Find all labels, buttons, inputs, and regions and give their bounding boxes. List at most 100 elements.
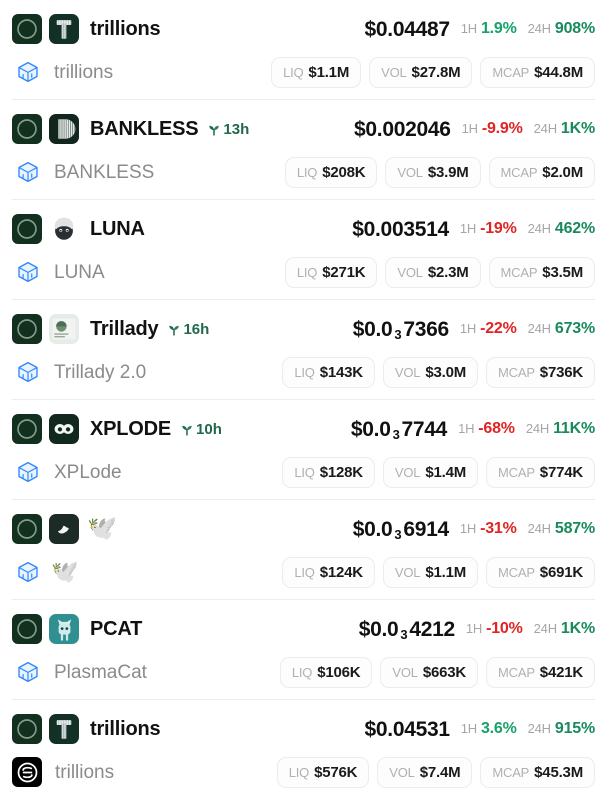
liquidity-value: $208K [322, 163, 366, 181]
sonic-explorer-icon[interactable] [12, 757, 42, 787]
liquidity-pill[interactable]: LIQ $128K [282, 456, 375, 488]
price-zero-exponent: 3 [400, 626, 408, 642]
metric-pill-group: LIQ $1.1M VOL $27.8M MCAP $44.8M [271, 56, 595, 88]
blue-cube-explorer-icon[interactable] [15, 59, 41, 85]
price-value: $0.003514 [352, 217, 449, 241]
volume-pill[interactable]: VOL $1.4M [382, 456, 479, 488]
change-1h: 1H -22% [460, 321, 517, 337]
change-1h: 1H -10% [466, 621, 523, 637]
marketcap-pill[interactable]: MCAP $774K [486, 456, 595, 488]
pcat-token-icon[interactable] [49, 614, 79, 644]
volume-pill[interactable]: VOL $663K [380, 656, 479, 688]
volume-pill[interactable]: VOL $7.4M [377, 756, 473, 788]
bankless-token-icon[interactable] [49, 114, 79, 144]
blue-cube-explorer-icon[interactable] [15, 259, 41, 285]
token-age-label: 16h [183, 320, 210, 338]
liquidity-label: LIQ [283, 64, 304, 80]
change-24h: 24H 908% [528, 21, 596, 37]
blue-cube-explorer-icon[interactable] [15, 659, 41, 685]
ethereum-chain-icon[interactable] [12, 414, 42, 444]
token-symbol: trillions [55, 761, 115, 783]
token-row[interactable]: PCAT $0.0 3 4212 1H -10% 24H 1K% PlasmaCat… [0, 600, 607, 700]
marketcap-label: MCAP [498, 664, 535, 680]
token-row-secondary: PlasmaCat LIQ $106K VOL $663K MCAP $421K [12, 651, 595, 693]
liquidity-pill[interactable]: LIQ $208K [284, 156, 378, 188]
marketcap-label: MCAP [498, 564, 535, 580]
marketcap-pill[interactable]: MCAP $3.5M [488, 256, 595, 288]
change-1h-label: 1H [461, 121, 478, 136]
change-24h-label: 24H [527, 221, 551, 236]
change-24h-label: 24H [533, 621, 557, 636]
token-row[interactable]: 🕊️ $0.0 3 6914 1H -31% 24H 587% 🕊️ LIQ [0, 500, 607, 600]
token-row-secondary: 🕊️ LIQ $124K VOL $1.1M MCAP $691K [12, 551, 595, 593]
ethereum-chain-icon[interactable] [12, 14, 42, 44]
luna-token-icon[interactable] [49, 214, 79, 244]
token-row[interactable]: trillions $0.04531 1H 3.6% 24H 915% tril… [0, 700, 607, 800]
token-row[interactable]: trillions $0.04487 1H 1.9% 24H 908% tril… [0, 0, 607, 100]
token-name: LUNA [90, 218, 145, 240]
volume-pill[interactable]: VOL $3.0M [382, 356, 479, 388]
xplode-token-icon[interactable] [49, 414, 79, 444]
ethereum-chain-icon[interactable] [12, 214, 42, 244]
marketcap-pill[interactable]: MCAP $45.3M [480, 756, 595, 788]
marketcap-pill[interactable]: MCAP $2.0M [488, 156, 595, 188]
volume-label: VOL [397, 164, 423, 180]
volume-pill[interactable]: VOL $2.3M [385, 256, 481, 288]
ethereum-chain-icon[interactable] [12, 714, 42, 744]
blue-cube-explorer-icon[interactable] [15, 359, 41, 385]
blue-cube-explorer-icon[interactable] [15, 459, 41, 485]
liquidity-pill[interactable]: LIQ $576K [276, 756, 370, 788]
token-row[interactable]: XPLODE 10h $0.0 3 7744 1H -68% 24H 11K% XP… [0, 400, 607, 500]
ethereum-chain-icon[interactable] [12, 514, 42, 544]
liquidity-pill[interactable]: LIQ $271K [284, 256, 378, 288]
blue-cube-explorer-icon[interactable] [15, 559, 41, 585]
token-row-secondary: trillions LIQ $1.1M VOL $27.8M MCAP $44.… [12, 51, 595, 93]
token-row[interactable]: BANKLESS 13h $0.002046 1H -9.9% 24H 1K% … [0, 100, 607, 200]
liquidity-pill[interactable]: LIQ $1.1M [271, 56, 362, 88]
liquidity-pill[interactable]: LIQ $124K [282, 556, 375, 588]
change-1h: 1H 3.6% [461, 721, 517, 737]
token-price: $0.002046 [354, 119, 451, 140]
trillady-token-icon[interactable] [49, 314, 79, 344]
ethereum-chain-icon[interactable] [12, 614, 42, 644]
token-row[interactable]: Trillady 16h $0.0 3 7366 1H -22% 24H 673% … [0, 300, 607, 400]
marketcap-pill[interactable]: MCAP $736K [486, 356, 595, 388]
marketcap-label: MCAP [500, 264, 538, 280]
token-row-primary: trillions $0.04531 1H 3.6% 24H 915% [12, 707, 595, 751]
marketcap-pill[interactable]: MCAP $691K [486, 556, 595, 588]
change-24h-value: 462% [554, 220, 595, 237]
metric-pill-group: LIQ $208K VOL $3.9M MCAP $2.0M [284, 156, 595, 188]
ethereum-chain-icon[interactable] [12, 314, 42, 344]
liquidity-pill[interactable]: LIQ $106K [279, 656, 373, 688]
token-row[interactable]: LUNA $0.003514 1H -19% 24H 462% LUNA LIQ [0, 200, 607, 300]
liquidity-value: $271K [322, 263, 366, 281]
token-row-primary: 🕊️ $0.0 3 6914 1H -31% 24H 587% [12, 507, 595, 551]
ethereum-chain-icon[interactable] [12, 114, 42, 144]
marketcap-pill[interactable]: MCAP $421K [486, 656, 595, 688]
trillions-token-icon[interactable] [49, 714, 79, 744]
change-24h-label: 24H [527, 321, 551, 336]
change-1h-label: 1H [459, 321, 477, 336]
token-row-primary: PCAT $0.0 3 4212 1H -10% 24H 1K% [12, 607, 595, 651]
marketcap-label: MCAP [500, 164, 538, 180]
volume-label: VOL [394, 564, 421, 580]
token-name: trillions [90, 718, 161, 740]
blue-cube-explorer-icon[interactable] [15, 159, 41, 185]
liquidity-pill[interactable]: LIQ $143K [282, 356, 375, 388]
marketcap-pill[interactable]: MCAP $44.8M [480, 56, 595, 88]
volume-pill[interactable]: VOL $27.8M [369, 56, 473, 88]
change-1h-value: -31% [480, 520, 517, 537]
change-24h-label: 24H [527, 721, 551, 736]
dove-token-icon[interactable] [49, 514, 79, 544]
trillions-token-icon[interactable] [49, 14, 79, 44]
volume-pill[interactable]: VOL $1.1M [382, 556, 479, 588]
volume-value: $3.0M [425, 363, 467, 381]
token-row-primary: trillions $0.04487 1H 1.9% 24H 908% [12, 7, 595, 51]
price-zero-exponent: 3 [392, 426, 400, 442]
volume-pill[interactable]: VOL $3.9M [385, 156, 481, 188]
token-name: XPLODE [90, 418, 172, 440]
volume-value: $1.1M [425, 563, 467, 581]
liquidity-label: LIQ [291, 664, 313, 680]
metric-pill-group: LIQ $106K VOL $663K MCAP $421K [279, 656, 595, 688]
